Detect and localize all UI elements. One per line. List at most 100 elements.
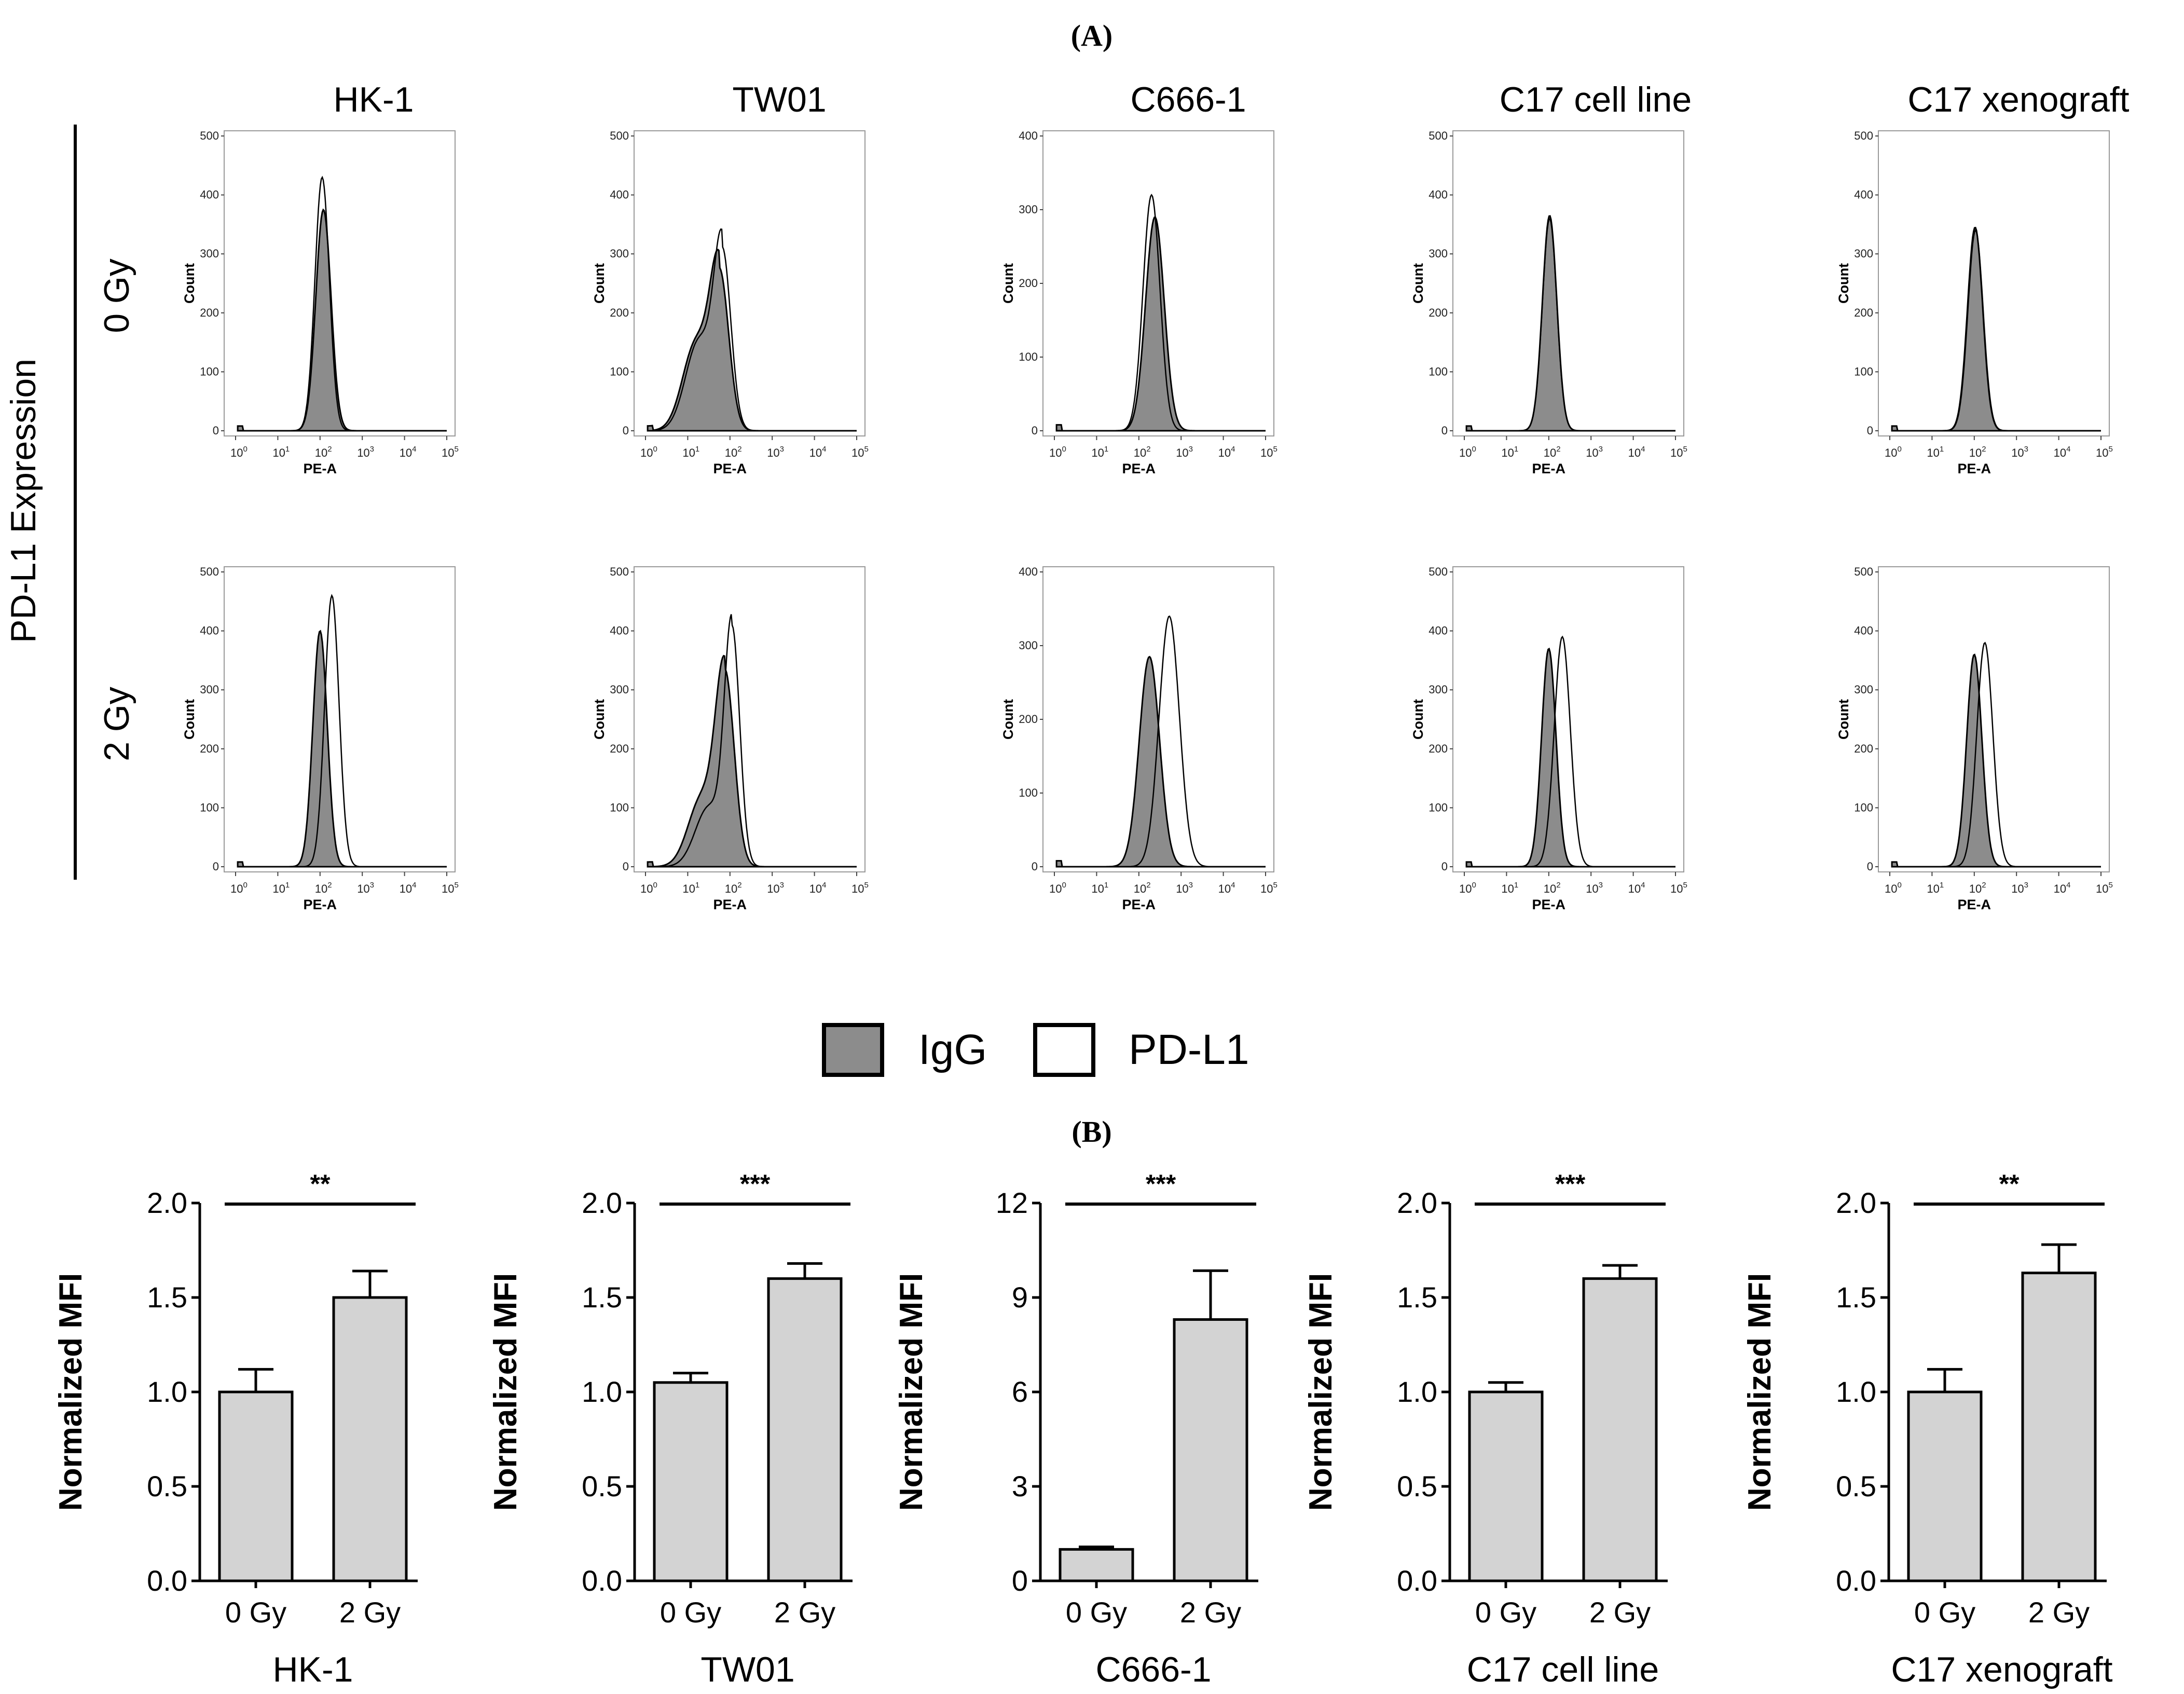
bar-chart-tw01: 0.0 0.5 1.0 1.5 2.0 Normalized MFI 0 Gy 2 Gy ***… xyxy=(488,1169,853,1689)
significance-marker: *** xyxy=(740,1169,771,1198)
histogram-x-tick-label: 104 xyxy=(1218,445,1235,459)
histogram-x-tick-label: 105 xyxy=(442,881,459,895)
bar-category-label: 2 Gy xyxy=(1589,1596,1651,1629)
histogram-x-tick-label: 104 xyxy=(2054,445,2071,459)
bar-chart-hk-1: 0.0 0.5 1.0 1.5 2.0 Normalized MFI 0 Gy 2 Gy ** H… xyxy=(53,1169,418,1689)
histogram-y-tick-label: 400 xyxy=(1428,624,1448,637)
histogram-y-tick-label: 200 xyxy=(1428,306,1448,319)
bar-category-label: 0 Gy xyxy=(660,1596,721,1629)
bar-category-label: 2 Gy xyxy=(1180,1596,1241,1629)
bar-y-axis-label: Normalized MFI xyxy=(1742,1273,1778,1511)
histogram-y-tick-label: 200 xyxy=(1854,742,1873,755)
histogram-x-tick-label: 101 xyxy=(1927,881,1944,895)
histogram-x-tick-label: 100 xyxy=(1459,881,1476,895)
bar-2-gy xyxy=(1582,1277,1658,1582)
histogram-y-tick-label: 400 xyxy=(610,624,629,637)
histogram-y-tick-label: 200 xyxy=(200,306,219,319)
histogram-y-tick-label: 0 xyxy=(623,424,629,437)
histogram-y-label: Count xyxy=(1410,263,1426,304)
histogram-x-tick-label: 102 xyxy=(725,881,742,895)
bar-2-gy xyxy=(1173,1318,1248,1582)
histogram-y-tick-label: 300 xyxy=(1854,247,1873,260)
histogram-x-tick-label: 104 xyxy=(1628,445,1645,459)
histogram-x-label: PE-A xyxy=(1958,897,1991,912)
histogram-y-tick-label: 500 xyxy=(1854,129,1873,142)
histogram-x-tick-label: 101 xyxy=(272,445,290,459)
histogram-x-tick-label: 103 xyxy=(2011,881,2028,895)
histogram-y-tick-label: 100 xyxy=(1428,801,1448,814)
histogram-y-label: Count xyxy=(1836,263,1851,304)
histogram-tw01-2-gy: 0 100 200 300 400 500 Count 100 101 102 103 104 105 P… xyxy=(592,565,869,912)
bar-y-tick-label: 1.0 xyxy=(147,1375,187,1408)
bar-y-tick-label: 0 xyxy=(1012,1564,1028,1597)
bar-2-gy xyxy=(2021,1272,2097,1582)
histogram-y-label: Count xyxy=(592,263,607,304)
bar-chart-title: HK-1 xyxy=(273,1650,353,1689)
histogram-y-tick-label: 100 xyxy=(1428,365,1448,378)
histogram-x-tick-label: 100 xyxy=(1049,881,1066,895)
histogram-y-tick-label: 100 xyxy=(1854,801,1873,814)
histogram-x-tick-label: 101 xyxy=(1927,445,1944,459)
bar-y-tick-label: 2.0 xyxy=(1836,1186,1876,1219)
bar-y-tick-label: 9 xyxy=(1012,1281,1028,1314)
histogram-series-igg xyxy=(1891,227,2101,432)
histogram-x-tick-label: 101 xyxy=(1501,881,1518,895)
bar-y-tick-label: 6 xyxy=(1012,1375,1028,1408)
histogram-x-label: PE-A xyxy=(1532,897,1566,912)
histogram-y-tick-label: 500 xyxy=(1428,565,1448,578)
histogram-y-tick-label: 200 xyxy=(1854,306,1873,319)
histogram-series-igg xyxy=(1465,647,1675,868)
bar-y-tick-label: 1.5 xyxy=(1836,1281,1876,1314)
bar-y-tick-label: 1.5 xyxy=(1397,1281,1437,1314)
histogram-x-tick-label: 102 xyxy=(1544,881,1561,895)
bar-y-tick-label: 0.0 xyxy=(147,1564,187,1597)
histogram-y-tick-label: 200 xyxy=(610,306,629,319)
histogram-x-tick-label: 101 xyxy=(682,445,699,459)
histogram-c17-xenograft-0-gy: 0 100 200 300 400 500 Count 100 101 102 103 104 105 P… xyxy=(1836,129,2113,476)
histogram-x-tick-label: 100 xyxy=(230,881,248,895)
histogram-y-tick-label: 300 xyxy=(1854,683,1873,696)
histogram-y-tick-label: 300 xyxy=(610,683,629,696)
histogram-x-label: PE-A xyxy=(304,897,337,912)
column-title-hk1: HK-1 xyxy=(334,80,414,119)
histogram-x-tick-label: 104 xyxy=(1628,881,1645,895)
bar-y-tick-label: 2.0 xyxy=(582,1186,622,1219)
bar-y-axis-label: Normalized MFI xyxy=(894,1273,929,1511)
histogram-y-tick-label: 0 xyxy=(1032,860,1038,873)
legend-swatch-igg xyxy=(822,1023,884,1077)
histogram-x-tick-label: 104 xyxy=(809,881,827,895)
bar-chart-c17-cell-line: 0.0 0.5 1.0 1.5 2.0 Normalized MFI 0 Gy 2 Gy ***… xyxy=(1303,1169,1668,1689)
histogram-y-tick-label: 0 xyxy=(1867,424,1873,437)
histogram-y-tick-label: 400 xyxy=(610,188,629,201)
histogram-x-tick-label: 101 xyxy=(1091,881,1108,895)
histogram-y-tick-label: 500 xyxy=(200,129,219,142)
histogram-x-tick-label: 102 xyxy=(1134,445,1151,459)
histogram-x-tick-label: 102 xyxy=(315,881,332,895)
bar-y-tick-label: 2.0 xyxy=(147,1186,187,1219)
histogram-x-tick-label: 105 xyxy=(1670,881,1687,895)
histogram-x-label: PE-A xyxy=(1532,461,1566,476)
bar-y-tick-label: 1.5 xyxy=(582,1281,622,1314)
column-title-c666: C666-1 xyxy=(1130,80,1246,119)
histogram-y-tick-label: 100 xyxy=(610,365,629,378)
histogram-y-label: Count xyxy=(1836,699,1851,740)
histogram-series-pd-l1 xyxy=(1892,229,2101,432)
bar-y-axis-label: Normalized MFI xyxy=(53,1273,89,1511)
bar-0-gy xyxy=(218,1390,294,1582)
histogram-x-tick-label: 101 xyxy=(682,881,699,895)
histogram-x-tick-label: 104 xyxy=(400,445,417,459)
histogram-y-tick-label: 300 xyxy=(1428,247,1448,260)
histogram-y-tick-label: 400 xyxy=(200,624,219,637)
histogram-y-label: Count xyxy=(1410,699,1426,740)
histogram-y-tick-label: 300 xyxy=(1428,683,1448,696)
histogram-series-igg xyxy=(237,630,447,868)
histogram-y-tick-label: 400 xyxy=(1019,129,1038,142)
row-label-0gy: 0 Gy xyxy=(97,258,136,333)
histogram-y-tick-label: 500 xyxy=(610,129,629,142)
histogram-x-tick-label: 101 xyxy=(1091,445,1108,459)
histogram-series-pd-l1 xyxy=(238,175,447,432)
histogram-x-tick-label: 100 xyxy=(640,445,657,459)
significance-marker: ** xyxy=(310,1169,331,1198)
histogram-x-tick-label: 105 xyxy=(2096,445,2113,459)
histogram-x-tick-label: 103 xyxy=(1176,445,1193,459)
